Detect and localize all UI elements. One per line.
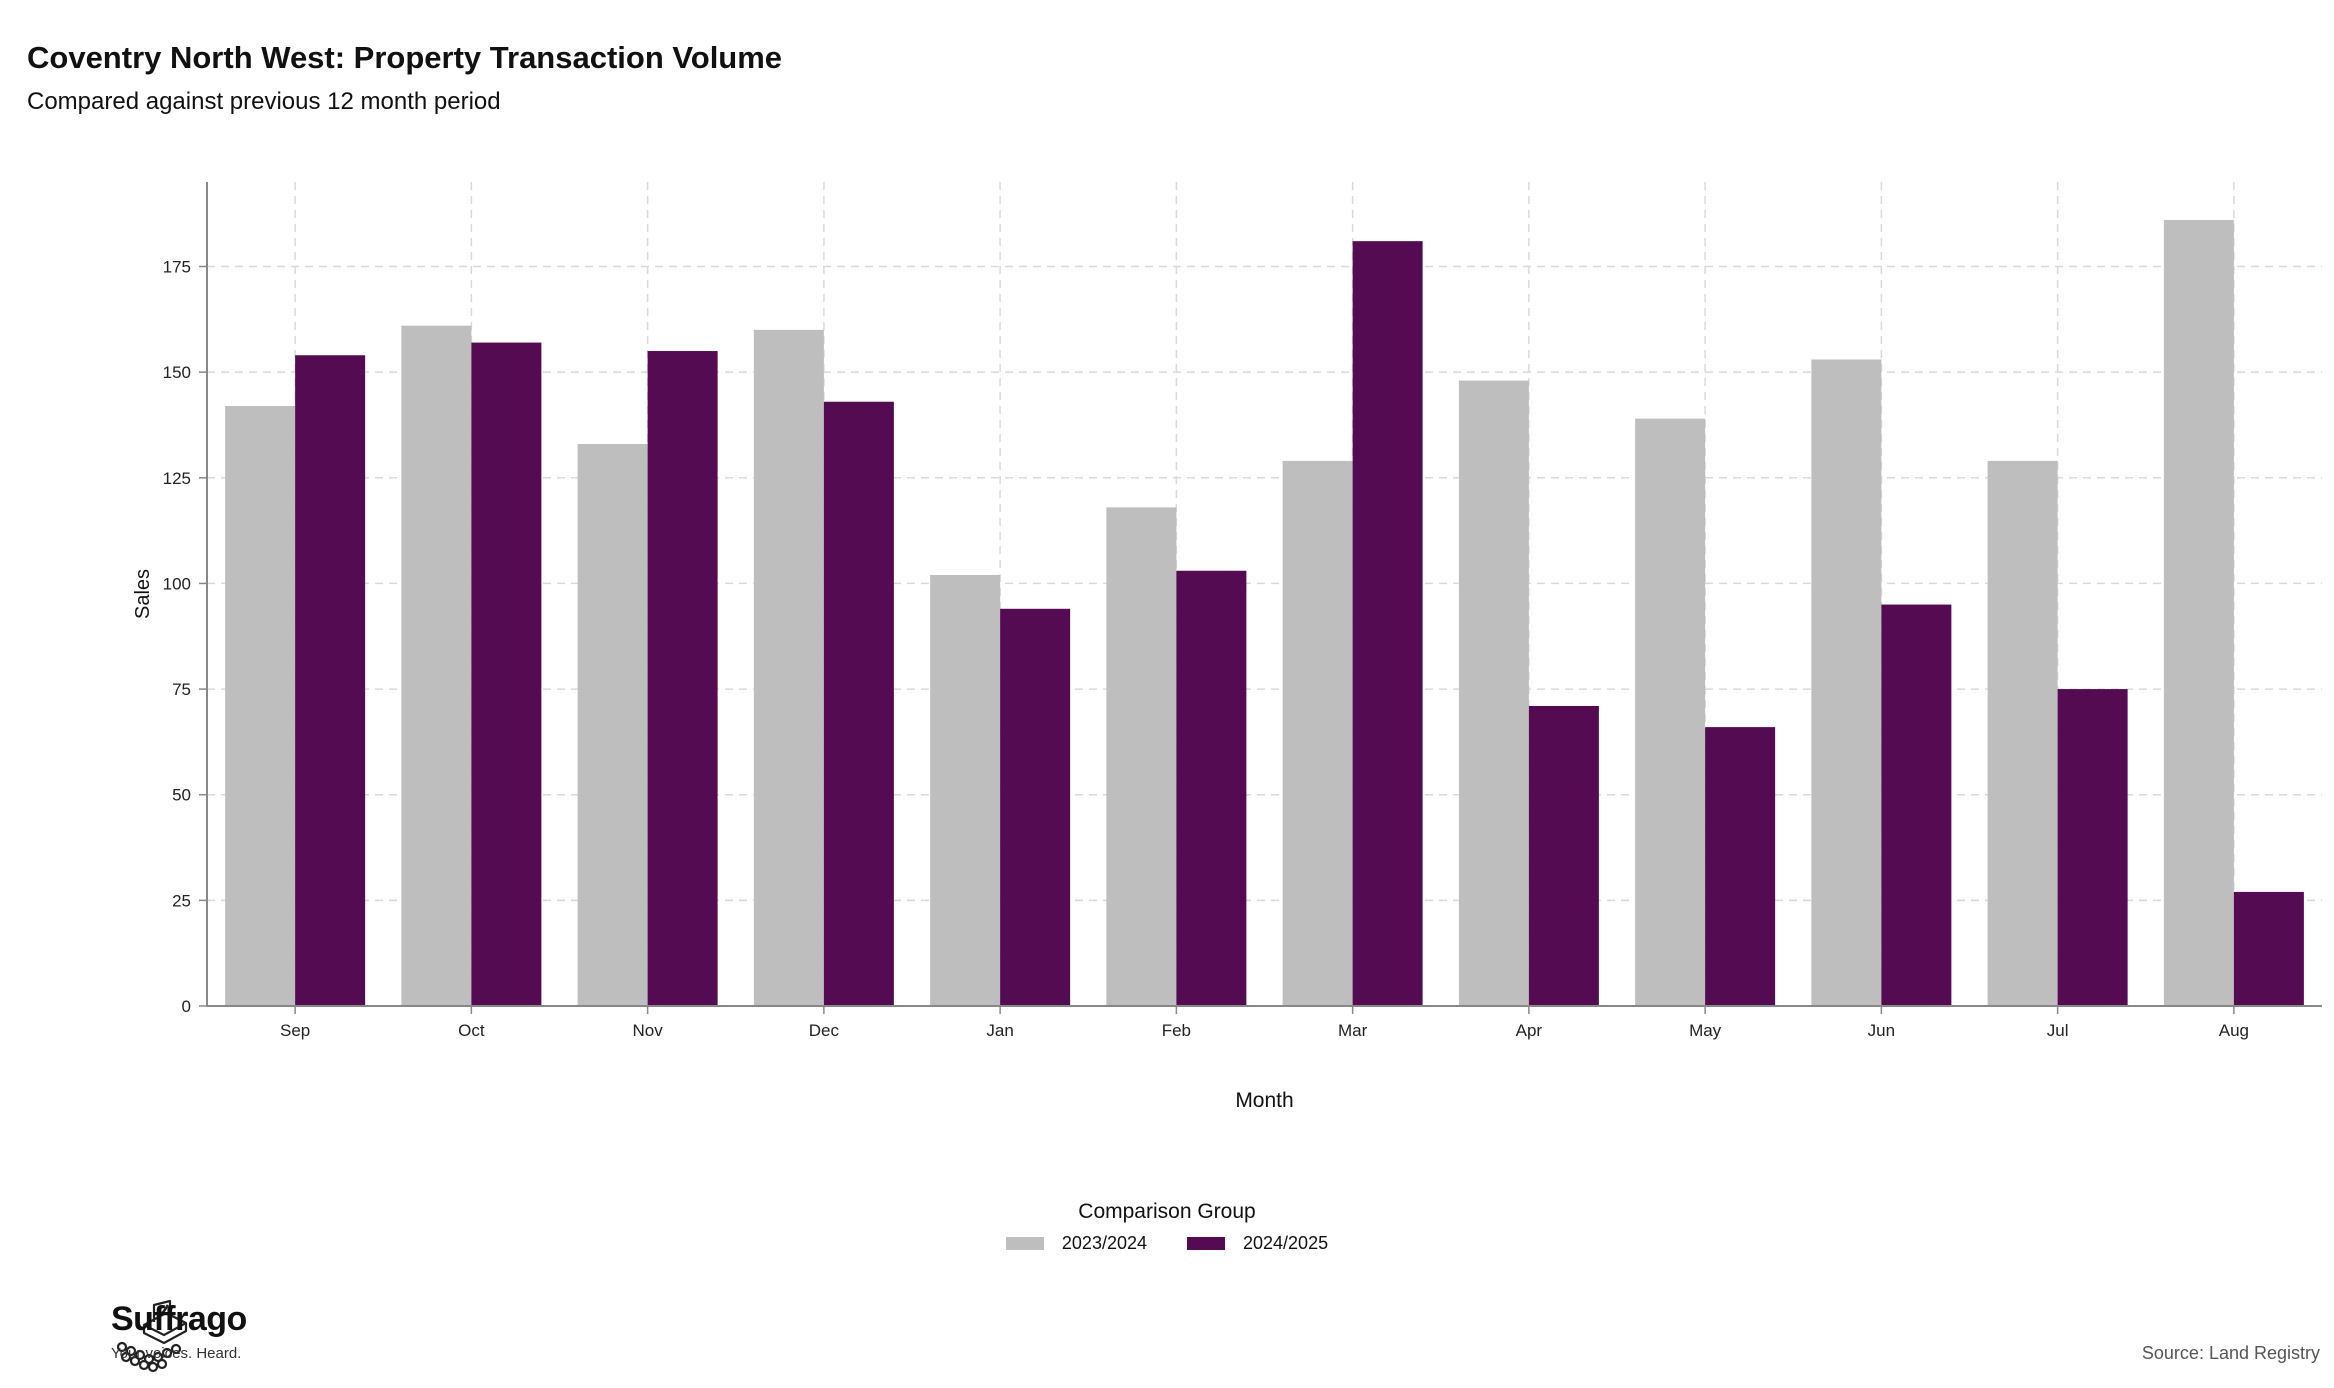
bar-2024-2025-sep bbox=[295, 355, 366, 1006]
y-tick-label: 175 bbox=[163, 258, 191, 277]
y-tick-label: 25 bbox=[172, 891, 191, 910]
chart-subtitle: Compared against previous 12 month perio… bbox=[27, 88, 501, 115]
x-tick-label: Jan bbox=[986, 1021, 1013, 1040]
bar-2024-2025-jul bbox=[2057, 689, 2128, 1006]
x-tick-label: Nov bbox=[633, 1021, 664, 1040]
legend-swatch bbox=[1005, 1237, 1044, 1250]
legend-item-2023-2024: 2023/2024 bbox=[1005, 1233, 1147, 1254]
bar-2024-2025-aug bbox=[2233, 891, 2304, 1006]
brand-tagline: Your voices. Heard. bbox=[111, 1345, 242, 1362]
bar-2023-2024-apr bbox=[1458, 380, 1529, 1007]
y-tick-label: 50 bbox=[172, 786, 191, 805]
legend: 2023/2024 2024/2025 bbox=[0, 1233, 2334, 1254]
x-tick-label: Apr bbox=[1516, 1021, 1543, 1040]
legend-label: 2024/2025 bbox=[1243, 1233, 1329, 1253]
brand-name: Suffrago bbox=[111, 1300, 247, 1338]
bar-2023-2024-nov bbox=[577, 443, 648, 1006]
bar-2024-2025-jun bbox=[1881, 604, 1952, 1006]
x-tick-label: Dec bbox=[809, 1021, 840, 1040]
y-tick-label: 0 bbox=[182, 997, 191, 1016]
y-tick-label: 75 bbox=[172, 680, 191, 699]
bar-2024-2025-oct bbox=[471, 342, 542, 1007]
x-tick-label: Mar bbox=[1338, 1021, 1368, 1040]
bar-chart: 0 25 50 75 100 125 150 175 Sep Oct Nov Dec Jan Feb Mar… bbox=[132, 182, 2322, 1112]
x-tick-label: Aug bbox=[2219, 1021, 2249, 1040]
ballot-box-logo-icon bbox=[116, 1299, 188, 1373]
bar-2023-2024-feb bbox=[1106, 507, 1177, 1006]
y-tick-label: 125 bbox=[163, 469, 191, 488]
x-tick-label: Oct bbox=[458, 1021, 485, 1040]
x-tick-label: Jul bbox=[2047, 1021, 2069, 1040]
legend-swatch bbox=[1187, 1237, 1225, 1250]
bar-2023-2024-may bbox=[1635, 418, 1706, 1007]
x-tick-label: Sep bbox=[280, 1021, 310, 1040]
y-axis-title: Sales bbox=[132, 569, 154, 619]
bar-2024-2025-mar bbox=[1352, 241, 1423, 1006]
bar-2023-2024-oct bbox=[401, 325, 472, 1007]
source-note: Source: Land Registry bbox=[2141, 1343, 2320, 1363]
x-axis-title: Month bbox=[1235, 1089, 1293, 1112]
bar-2023-2024-jan bbox=[930, 574, 1001, 1006]
y-tick-label: 100 bbox=[163, 574, 191, 593]
x-tick-label: Feb bbox=[1162, 1021, 1191, 1040]
y-tick-label: 150 bbox=[163, 363, 191, 382]
chart-title: Coventry North West: Property Transactio… bbox=[27, 40, 783, 75]
x-tick-label: May bbox=[1689, 1021, 1722, 1040]
bar-2024-2025-apr bbox=[1528, 705, 1599, 1006]
bar-2023-2024-jul bbox=[1987, 460, 2058, 1006]
bar-2023-2024-aug bbox=[2163, 220, 2234, 1006]
bar-2024-2025-nov bbox=[647, 351, 718, 1006]
legend-label: 2023/2024 bbox=[1061, 1233, 1147, 1253]
bar-2024-2025-may bbox=[1705, 727, 1776, 1006]
bar-2023-2024-jun bbox=[1811, 359, 1882, 1006]
legend-title: Comparison Group bbox=[1078, 1200, 1256, 1223]
bar-2023-2024-sep bbox=[225, 405, 296, 1006]
bar-2024-2025-dec bbox=[823, 401, 894, 1006]
bar-2024-2025-jan bbox=[1000, 608, 1071, 1006]
bar-2023-2024-mar bbox=[1282, 460, 1353, 1006]
x-tick-label: Jun bbox=[1868, 1021, 1895, 1040]
bar-2023-2024-dec bbox=[753, 329, 824, 1006]
bar-2024-2025-feb bbox=[1176, 570, 1247, 1006]
legend-item-2024-2025: 2024/2025 bbox=[1187, 1233, 1328, 1254]
